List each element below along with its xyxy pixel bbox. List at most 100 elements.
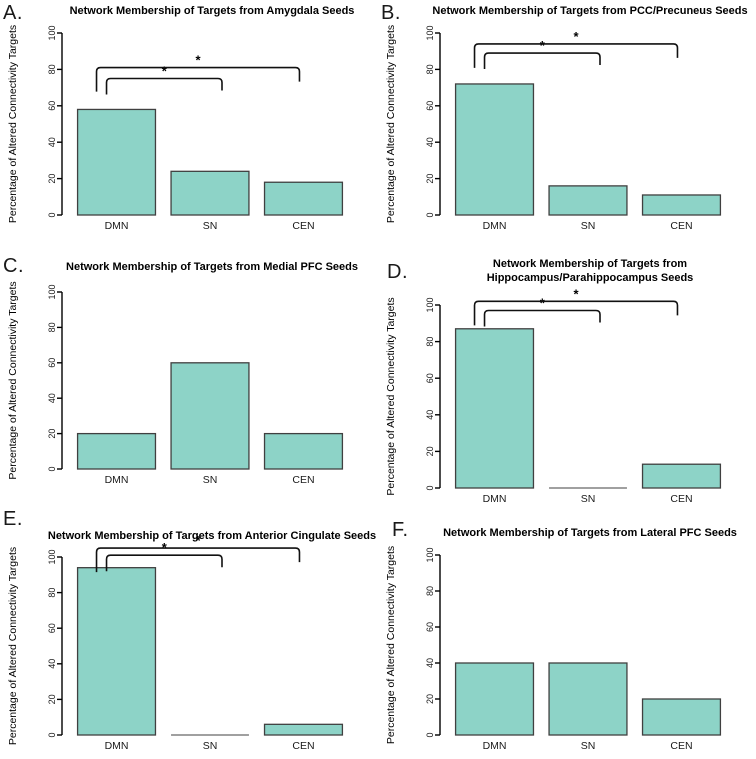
bar-chart-d: Network Membership of Targets from Hippoc… (385, 258, 722, 505)
significance-asterisk: * (195, 533, 201, 548)
panel-label-b: B. (381, 2, 401, 24)
y-tick-label: 0 (47, 732, 57, 737)
significance-bracket (483, 52, 601, 70)
y-axis-label: Percentage of Altered Connectivity Targe… (7, 281, 19, 479)
bar-dmn (76, 108, 157, 216)
x-tick-label-sn: SN (581, 740, 596, 752)
y-tick-label: 80 (47, 588, 57, 598)
y-tick-label: 80 (47, 322, 57, 332)
y-tick-label: 20 (47, 694, 57, 704)
significance-bracket (95, 547, 301, 573)
chart-title: Network Membership of Targets from Media… (66, 261, 358, 273)
panel-c: C. Network Membership of Targets from Me… (0, 253, 378, 506)
x-tick-label-sn: SN (581, 220, 596, 232)
x-tick-label-dmn: DMN (483, 740, 507, 752)
y-tick-label: 0 (425, 212, 435, 217)
y-tick-label: 80 (425, 586, 435, 596)
bar-cen (641, 463, 722, 489)
y-tick-label: 60 (425, 101, 435, 111)
y-tick-label: 0 (425, 485, 435, 490)
chart-title: Network Membership of Targets from Anter… (48, 530, 376, 542)
bar-dmn (454, 662, 535, 736)
x-tick-label-dmn: DMN (105, 220, 129, 232)
y-axis-label: Percentage of Altered Connectivity Targe… (385, 546, 397, 744)
y-tick-label: 20 (47, 429, 57, 439)
y-tick-label: 100 (47, 284, 57, 299)
bar-dmn (76, 567, 157, 736)
x-tick-label-cen: CEN (670, 740, 692, 752)
bar-cen (641, 194, 722, 216)
bar-cen (263, 181, 344, 216)
panel-b: B. Network Membership of Targets from PC… (378, 0, 756, 253)
bar-cen (263, 432, 344, 470)
y-tick-label: 80 (47, 64, 57, 74)
x-tick-label-cen: CEN (670, 220, 692, 232)
significance-asterisk: * (195, 53, 201, 68)
significance-bracket (483, 309, 601, 327)
panel-e: E. Network Membership of Targets from An… (0, 506, 378, 759)
y-axis-label: Percentage of Altered Connectivity Targe… (385, 25, 397, 223)
y-tick-label: 100 (47, 25, 57, 40)
bar-chart-c: Network Membership of Targets from Media… (7, 261, 358, 486)
significance-asterisk: * (540, 38, 546, 53)
panel-label-a: A. (3, 2, 23, 24)
y-tick-label: 40 (47, 137, 57, 147)
y-tick-label: 20 (425, 694, 435, 704)
significance-asterisk: * (573, 286, 579, 301)
y-tick-label: 100 (425, 547, 435, 562)
y-tick-label: 60 (47, 101, 57, 111)
y-tick-label: 40 (47, 393, 57, 403)
x-tick-label-cen: CEN (292, 474, 314, 486)
x-tick-label-cen: CEN (670, 493, 692, 505)
y-tick-label: 80 (425, 64, 435, 74)
bar-dmn (454, 328, 535, 489)
y-tick-label: 40 (425, 410, 435, 420)
significance-asterisk: * (540, 295, 546, 310)
chart-title: Network Membership of Targets from PCC/P… (432, 5, 747, 17)
y-tick-label: 0 (425, 732, 435, 737)
y-tick-label: 100 (425, 25, 435, 40)
x-tick-label-dmn: DMN (483, 220, 507, 232)
bar-chart-b: Network Membership of Targets from PCC/P… (385, 5, 748, 232)
y-tick-label: 60 (425, 373, 435, 383)
y-tick-label: 20 (425, 446, 435, 456)
bar-cen (263, 723, 344, 736)
y-tick-label: 20 (425, 174, 435, 184)
chart-title: Network Membership of Targets from Amygd… (70, 5, 355, 17)
bar-dmn (76, 432, 157, 470)
x-tick-label-cen: CEN (292, 220, 314, 232)
panel-label-c: C. (3, 255, 24, 277)
y-tick-label: 60 (47, 623, 57, 633)
significance-bracket (473, 300, 679, 326)
bar-sn (548, 662, 628, 736)
significance-asterisk: * (573, 29, 579, 44)
x-tick-label-dmn: DMN (105, 740, 129, 752)
bar-sn (170, 170, 250, 216)
panel-label-f: F. (392, 519, 409, 541)
significance-asterisk: * (162, 64, 168, 79)
y-tick-label: 100 (425, 297, 435, 312)
y-axis-label: Percentage of Altered Connectivity Targe… (7, 25, 19, 223)
y-tick-label: 40 (425, 658, 435, 668)
y-tick-label: 100 (47, 549, 57, 564)
significance-bracket (95, 66, 301, 92)
chart-title: Network Membership of Targets from (493, 258, 687, 270)
chart-title: Network Membership of Targets from Later… (443, 527, 737, 539)
bar-sn (548, 185, 628, 216)
x-tick-label-sn: SN (203, 220, 218, 232)
x-tick-label-cen: CEN (292, 740, 314, 752)
y-axis-label: Percentage of Altered Connectivity Targe… (7, 547, 19, 745)
x-tick-label-sn: SN (203, 474, 218, 486)
x-tick-label-dmn: DMN (105, 474, 129, 486)
panel-f: F. Network Membership of Targets from La… (378, 506, 756, 759)
y-axis-label: Percentage of Altered Connectivity Targe… (385, 297, 397, 495)
y-tick-label: 0 (47, 212, 57, 217)
y-tick-label: 20 (47, 174, 57, 184)
y-tick-label: 60 (425, 622, 435, 632)
bar-chart-a: Network Membership of Targets from Amygd… (7, 5, 355, 232)
bar-chart-f: Network Membership of Targets from Later… (385, 527, 737, 752)
y-tick-label: 40 (47, 659, 57, 669)
x-tick-label-sn: SN (203, 740, 218, 752)
y-tick-label: 40 (425, 137, 435, 147)
